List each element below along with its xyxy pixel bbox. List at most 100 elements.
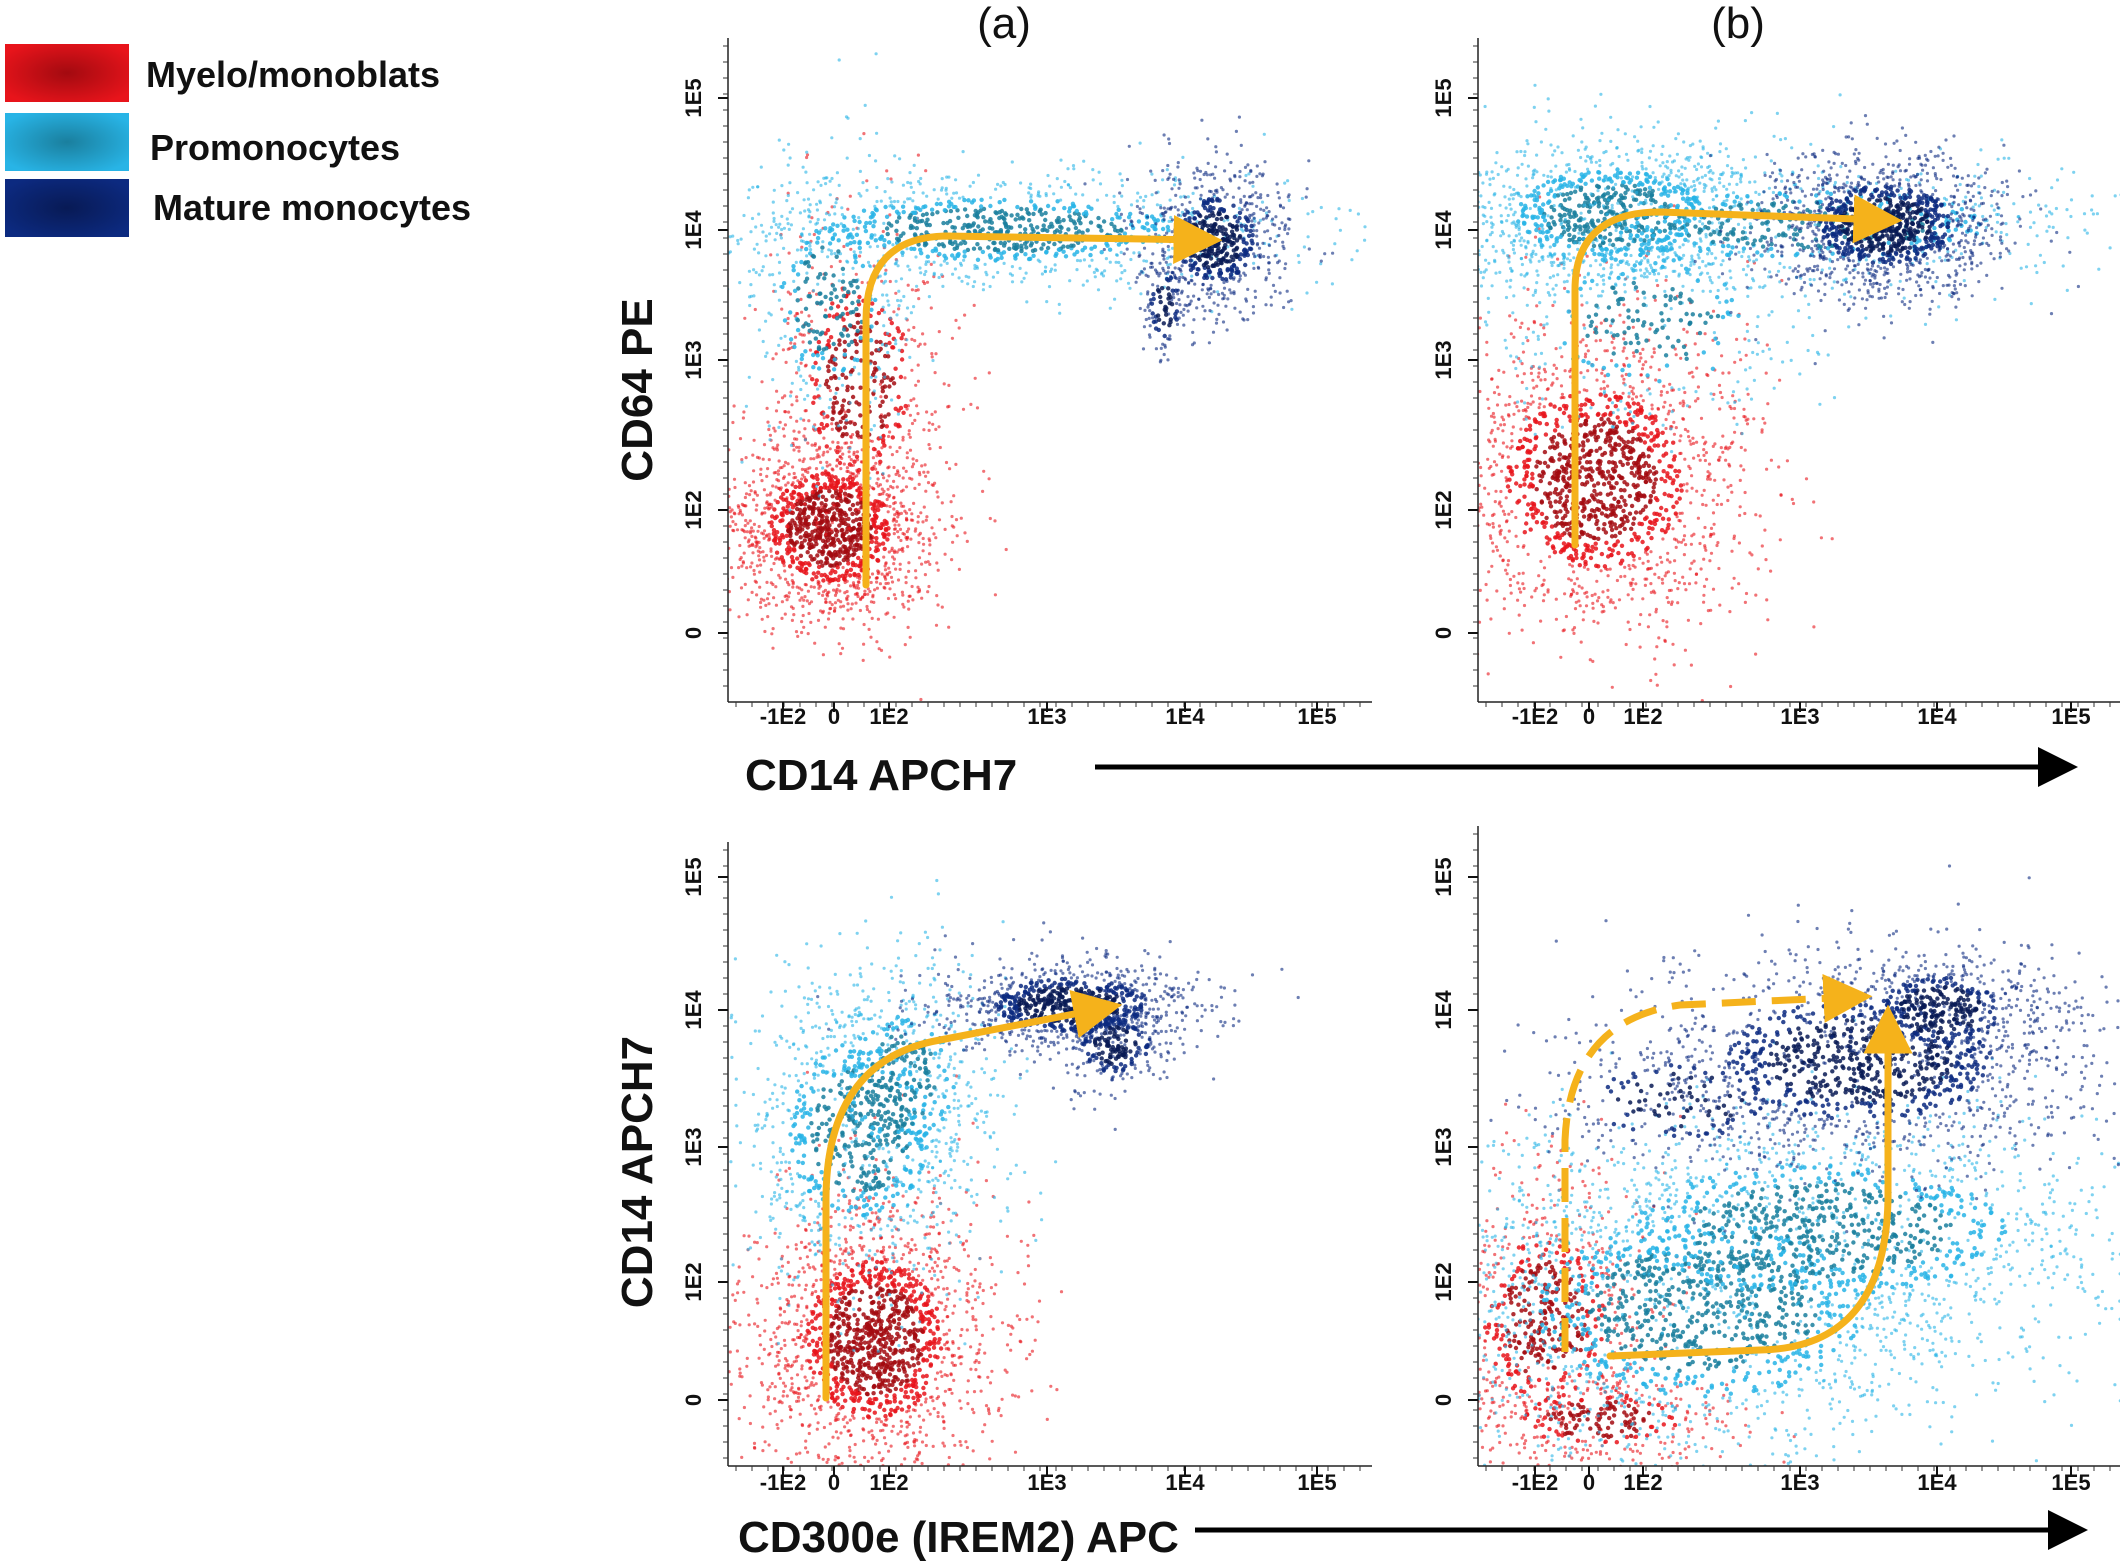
scatter-point <box>1619 495 1624 500</box>
scatter-point <box>1297 260 1301 264</box>
scatter-point <box>1732 416 1736 420</box>
scatter-point <box>891 381 897 386</box>
y-tick-label: 1E2 <box>681 490 706 529</box>
scatter-point <box>794 540 800 545</box>
scatter-point <box>886 581 890 585</box>
scatter-point <box>926 560 930 564</box>
scatter-point <box>845 333 851 338</box>
scatter-point <box>765 351 769 355</box>
scatter-point <box>875 471 879 475</box>
scatter-point <box>1161 169 1165 173</box>
scatter-point <box>1471 428 1474 431</box>
scatter-point <box>1026 211 1032 217</box>
scatter-point <box>1577 563 1583 568</box>
scatter-point <box>1195 245 1201 250</box>
scatter-point <box>802 418 806 422</box>
scatter-point <box>847 526 851 530</box>
scatter-point <box>1255 174 1259 178</box>
scatter-point <box>815 240 820 245</box>
scatter-point <box>767 311 771 315</box>
scatter-point <box>803 306 809 311</box>
scatter-point <box>1534 586 1538 590</box>
scatter-point <box>901 410 906 415</box>
scatter-point <box>952 494 956 498</box>
scatter-point <box>900 250 905 255</box>
scatter-point <box>1176 165 1180 169</box>
scatter-point <box>962 197 967 203</box>
scatter-point <box>1088 220 1094 225</box>
scatter-point <box>1190 274 1194 278</box>
scatter-point <box>856 594 860 599</box>
scatter-point <box>826 617 831 621</box>
scatter-point <box>1135 199 1139 203</box>
scatter-point <box>1277 226 1282 231</box>
scatter-point <box>1175 322 1180 326</box>
scatter-point <box>875 481 879 485</box>
scatter-point <box>1145 215 1150 219</box>
scatter-point <box>1561 541 1567 546</box>
scatter-point <box>763 506 767 510</box>
scatter-point <box>1666 551 1670 555</box>
scatter-point <box>764 319 768 323</box>
scatter-point <box>846 342 851 348</box>
scatter-point <box>1165 168 1169 172</box>
scatter-point <box>813 641 817 645</box>
scatter-point <box>853 259 858 265</box>
scatter-point <box>1207 341 1211 345</box>
scatter-point <box>1229 160 1233 165</box>
scatter-point <box>816 387 820 391</box>
scatter-point <box>1164 260 1168 264</box>
scatter-point <box>1531 378 1535 382</box>
scatter-point <box>803 427 807 431</box>
scatter-point <box>1544 421 1550 427</box>
scatter-point <box>1602 522 1607 527</box>
scatter-point <box>569 180 572 183</box>
scatter-point <box>786 529 791 534</box>
scatter-point <box>762 536 766 540</box>
scatter-point <box>824 176 828 180</box>
scatter-point <box>872 523 877 529</box>
scatter-point <box>1632 473 1637 478</box>
scatter-point <box>828 306 834 311</box>
scatter-point <box>762 559 766 563</box>
scatter-point <box>903 643 907 647</box>
scatter-point <box>671 200 674 203</box>
scatter-point <box>900 332 906 337</box>
scatter-point <box>782 434 786 438</box>
scatter-point <box>912 218 918 223</box>
scatter-point <box>962 249 967 254</box>
scatter-point <box>798 535 803 540</box>
scatter-point <box>798 553 804 558</box>
scatter-point <box>1168 172 1172 176</box>
scatter-point <box>1169 215 1173 220</box>
scatter-point <box>1142 325 1146 329</box>
scatter-point <box>785 598 789 602</box>
ylabel-bottom: CD14 APCH7 <box>613 1036 662 1308</box>
scatter-point <box>914 255 918 259</box>
scatter-point <box>889 316 893 320</box>
scatter-point <box>988 516 992 521</box>
scatter-point <box>1066 167 1070 171</box>
scatter-point <box>888 430 892 434</box>
scatter-point <box>901 549 905 553</box>
ylabel-top: CD64 PE <box>613 298 662 481</box>
scatter-point <box>818 291 823 296</box>
scatter-point <box>789 605 794 609</box>
scatter-point <box>1173 276 1177 280</box>
scatter-point <box>1176 213 1181 217</box>
scatter-point <box>965 213 970 219</box>
scatter-point <box>1629 465 1635 470</box>
scatter-point <box>1614 481 1619 486</box>
scatter-point <box>838 419 843 424</box>
scatter-point <box>1518 483 1523 489</box>
scatter-point <box>1055 177 1059 181</box>
scatter-point <box>953 204 958 210</box>
scatter-point <box>1278 203 1282 207</box>
scatter-point <box>1151 216 1157 222</box>
scatter-point <box>1167 137 1171 141</box>
scatter-point <box>944 186 948 190</box>
scatter-point <box>1131 224 1135 228</box>
scatter-point <box>1738 513 1742 518</box>
scatter-point <box>840 206 844 210</box>
scatter-point <box>882 310 887 314</box>
